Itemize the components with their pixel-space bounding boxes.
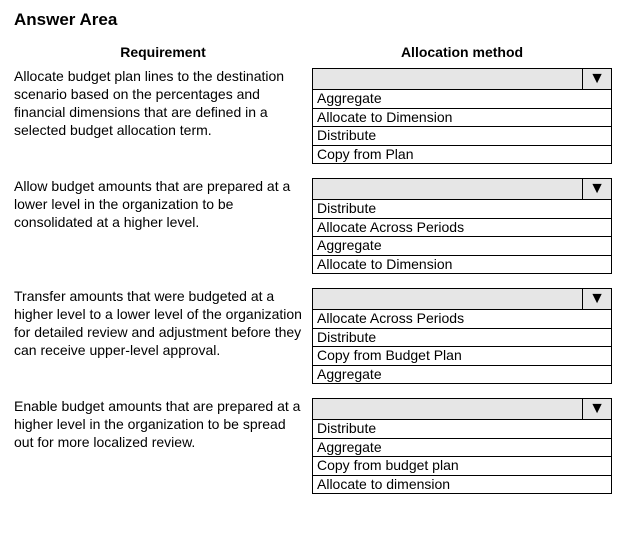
dropdown-selected-blank [313, 399, 583, 419]
dropdown-toggle[interactable]: ▼ [583, 69, 611, 89]
question-row: Enable budget amounts that are prepared … [14, 398, 616, 494]
dropdown-options: Distribute Allocate Across Periods Aggre… [312, 200, 612, 274]
dropdown-option[interactable]: Distribute [313, 329, 611, 348]
requirement-text: Allow budget amounts that are prepared a… [14, 178, 312, 232]
dropdown-option[interactable]: Copy from Plan [313, 146, 611, 164]
dropdown-options: Aggregate Allocate to Dimension Distribu… [312, 90, 612, 164]
chevron-down-icon: ▼ [589, 290, 605, 308]
question-row: Transfer amounts that were budgeted at a… [14, 288, 616, 384]
dropdown-selected-blank [313, 69, 583, 89]
dropdown-selected-blank [313, 289, 583, 309]
dropdown-header[interactable]: ▼ [312, 68, 612, 90]
dropdown-option[interactable]: Allocate Across Periods [313, 310, 611, 329]
dropdown-option[interactable]: Aggregate [313, 366, 611, 384]
dropdown-option[interactable]: Aggregate [313, 237, 611, 256]
dropdown-option[interactable]: Distribute [313, 420, 611, 439]
allocation-dropdown: ▼ Distribute Allocate Across Periods Agg… [312, 178, 612, 274]
column-headers: Requirement Allocation method [14, 44, 616, 60]
dropdown-header[interactable]: ▼ [312, 398, 612, 420]
dropdown-option[interactable]: Distribute [313, 127, 611, 146]
requirement-text: Enable budget amounts that are prepared … [14, 398, 312, 452]
dropdown-option[interactable]: Allocate Across Periods [313, 219, 611, 238]
allocation-dropdown: ▼ Aggregate Allocate to Dimension Distri… [312, 68, 612, 164]
chevron-down-icon: ▼ [589, 70, 605, 88]
dropdown-option[interactable]: Distribute [313, 200, 611, 219]
dropdown-toggle[interactable]: ▼ [583, 289, 611, 309]
dropdown-toggle[interactable]: ▼ [583, 399, 611, 419]
dropdown-option[interactable]: Copy from budget plan [313, 457, 611, 476]
header-allocation-method: Allocation method [312, 44, 612, 60]
dropdown-options: Allocate Across Periods Distribute Copy … [312, 310, 612, 384]
answer-area-title: Answer Area [14, 10, 616, 30]
allocation-dropdown: ▼ Allocate Across Periods Distribute Cop… [312, 288, 612, 384]
dropdown-selected-blank [313, 179, 583, 199]
dropdown-option[interactable]: Copy from Budget Plan [313, 347, 611, 366]
dropdown-option[interactable]: Allocate to Dimension [313, 256, 611, 274]
dropdown-option[interactable]: Aggregate [313, 439, 611, 458]
dropdown-option[interactable]: Allocate to dimension [313, 476, 611, 494]
dropdown-option[interactable]: Aggregate [313, 90, 611, 109]
header-requirement: Requirement [14, 44, 312, 60]
dropdown-toggle[interactable]: ▼ [583, 179, 611, 199]
dropdown-header[interactable]: ▼ [312, 288, 612, 310]
allocation-dropdown: ▼ Distribute Aggregate Copy from budget … [312, 398, 612, 494]
question-row: Allocate budget plan lines to the destin… [14, 68, 616, 164]
chevron-down-icon: ▼ [589, 180, 605, 198]
requirement-text: Allocate budget plan lines to the destin… [14, 68, 312, 140]
requirement-text: Transfer amounts that were budgeted at a… [14, 288, 312, 360]
dropdown-options: Distribute Aggregate Copy from budget pl… [312, 420, 612, 494]
dropdown-header[interactable]: ▼ [312, 178, 612, 200]
question-row: Allow budget amounts that are prepared a… [14, 178, 616, 274]
chevron-down-icon: ▼ [589, 400, 605, 418]
dropdown-option[interactable]: Allocate to Dimension [313, 109, 611, 128]
